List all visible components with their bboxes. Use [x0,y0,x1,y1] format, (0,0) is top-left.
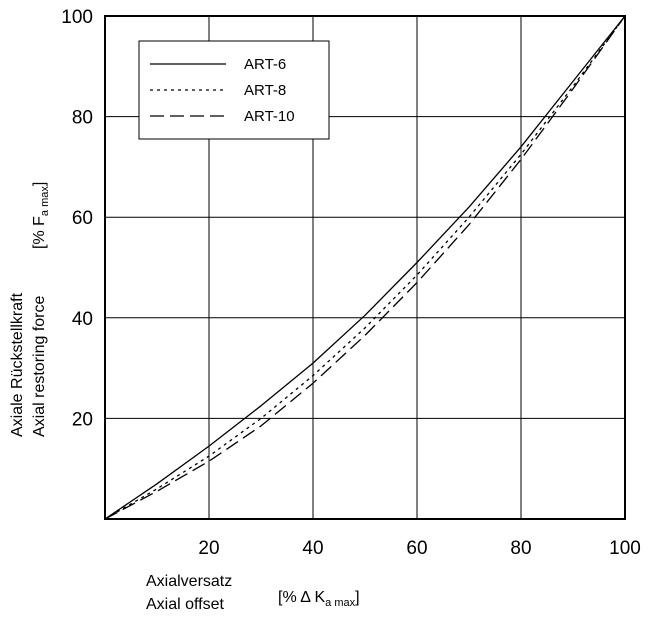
series-line-art-8 [104,15,626,520]
y-axis-unit: [% Fa max] [31,182,51,249]
series-lines [104,15,626,520]
x-tick-label: 80 [510,538,531,559]
y-axis-label: Axiale Rückstellkraft [9,292,26,437]
legend-label-art-8: ART-8 [244,82,286,99]
y-tick-label: 60 [72,208,93,229]
legend-box [138,40,330,140]
y-tick-label: 40 [72,309,93,330]
legend-label-art-10: ART-10 [244,108,295,125]
legend: ART-6 ART-8 ART-10 [138,40,330,140]
y-tick-label: 100 [61,7,93,28]
x-tick-label: 20 [198,538,219,559]
x-tick-label: 60 [406,538,427,559]
series-line-art-6 [104,15,626,520]
plot-frame [104,15,626,520]
legend-label-art-6: ART-6 [244,56,286,73]
x-axis-label-en: Axial offset [146,596,225,613]
x-tick-label: 40 [302,538,323,559]
y-axis-label-en: Axial restoring force [31,296,48,437]
x-tick-label: 100 [609,538,641,559]
y-axis-label-group: Axiale Rückstellkraft Axial restoring fo… [9,182,51,437]
y-tick-label: 80 [72,108,93,129]
x-axis-label: Axialversatz [146,573,232,590]
x-tick-labels: 20 40 60 80 100 [198,538,640,559]
series-line-art-10 [104,15,626,520]
y-tick-labels: 20 40 60 80 100 [61,7,93,430]
x-axis-unit: [% Δ Ka max] [278,589,360,609]
y-tick-label: 20 [72,409,93,430]
